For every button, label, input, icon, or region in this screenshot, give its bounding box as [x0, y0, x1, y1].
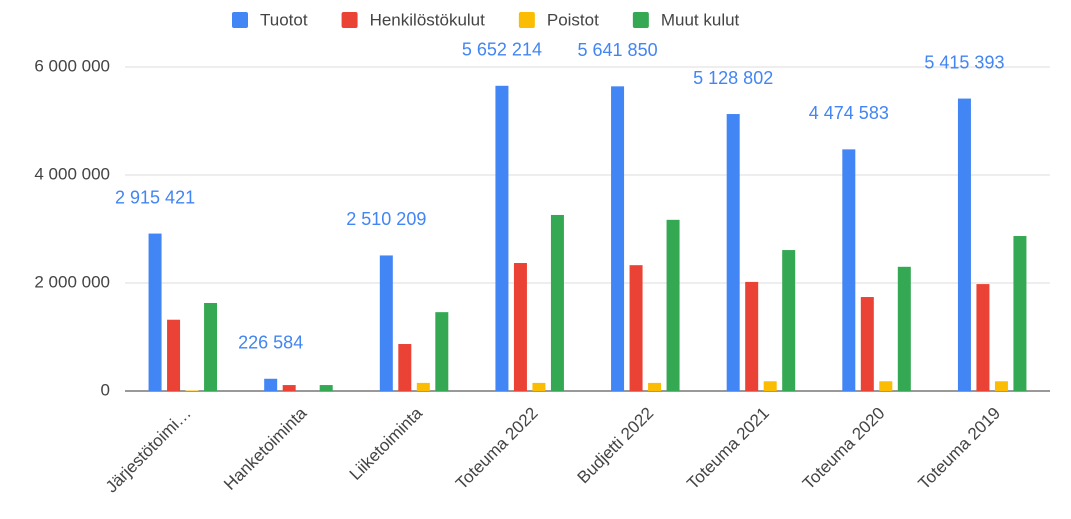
legend: Tuotot Henkilöstökulut Poistot Muut kulut: [232, 10, 740, 29]
bar: [495, 85, 509, 391]
y-tick-label: 6 000 000: [34, 56, 110, 75]
bar: [860, 297, 874, 391]
x-tick-label: Toteuma 2020: [799, 404, 889, 494]
data-label: 5 415 393: [924, 52, 1004, 72]
data-label: 4 474 583: [809, 103, 889, 123]
bar: [763, 381, 777, 391]
legend-swatch: [232, 12, 248, 28]
bar: [264, 378, 278, 391]
bar: [897, 266, 911, 391]
bar: [148, 233, 162, 391]
data-label: 2 915 421: [115, 187, 195, 207]
x-tick-label: Hanketoiminta: [220, 403, 311, 494]
bar: [435, 312, 449, 391]
bar: [745, 281, 759, 391]
bar: [611, 86, 625, 392]
legend-swatch: [632, 12, 649, 28]
x-tick-label: Järjestötoimi…: [102, 404, 195, 497]
bar: [879, 381, 893, 391]
y-tick-label: 4 000 000: [34, 164, 110, 183]
bar: [319, 385, 333, 391]
x-tick-label: Liiketoiminta: [346, 403, 427, 484]
data-label: 5 652 214: [462, 40, 542, 60]
bar: [416, 382, 430, 391]
bar: [994, 381, 1008, 391]
bar: [957, 98, 971, 391]
bar: [282, 385, 296, 391]
bar: [379, 255, 393, 391]
bar: [167, 319, 181, 391]
bar: [726, 114, 740, 392]
x-tick-label: Toteuma 2019: [915, 404, 1005, 494]
bar: [976, 284, 990, 391]
bar: [513, 263, 527, 391]
y-tick-label: 2 000 000: [34, 272, 110, 291]
legend-swatch: [518, 12, 535, 28]
y-tick-label: 0: [101, 380, 110, 399]
bar: [550, 214, 564, 391]
bar: [398, 344, 412, 391]
x-tick-label: Toteuma 2021: [683, 404, 773, 494]
legend-label: Henkilöstökulut: [370, 10, 486, 29]
bar: [185, 390, 199, 391]
bar: [648, 382, 662, 391]
bar: [782, 250, 796, 391]
legend-label: Poistot: [547, 10, 599, 29]
data-label: 5 128 802: [693, 68, 773, 88]
legend-label: Muut kulut: [661, 10, 740, 29]
x-tick-label: Toteuma 2022: [452, 404, 542, 494]
data-label: 2 510 209: [346, 209, 426, 229]
bar: [842, 149, 856, 391]
x-tick-label: Budjetti 2022: [574, 404, 658, 488]
data-label: 5 641 850: [578, 40, 658, 60]
bar: [629, 265, 643, 391]
bar: [666, 219, 680, 391]
bar: [1013, 236, 1027, 391]
bar: [532, 382, 546, 391]
legend-swatch: [341, 12, 358, 28]
data-label: 226 584: [238, 333, 303, 353]
legend-label: Tuotot: [260, 10, 308, 29]
bar: [204, 302, 218, 391]
